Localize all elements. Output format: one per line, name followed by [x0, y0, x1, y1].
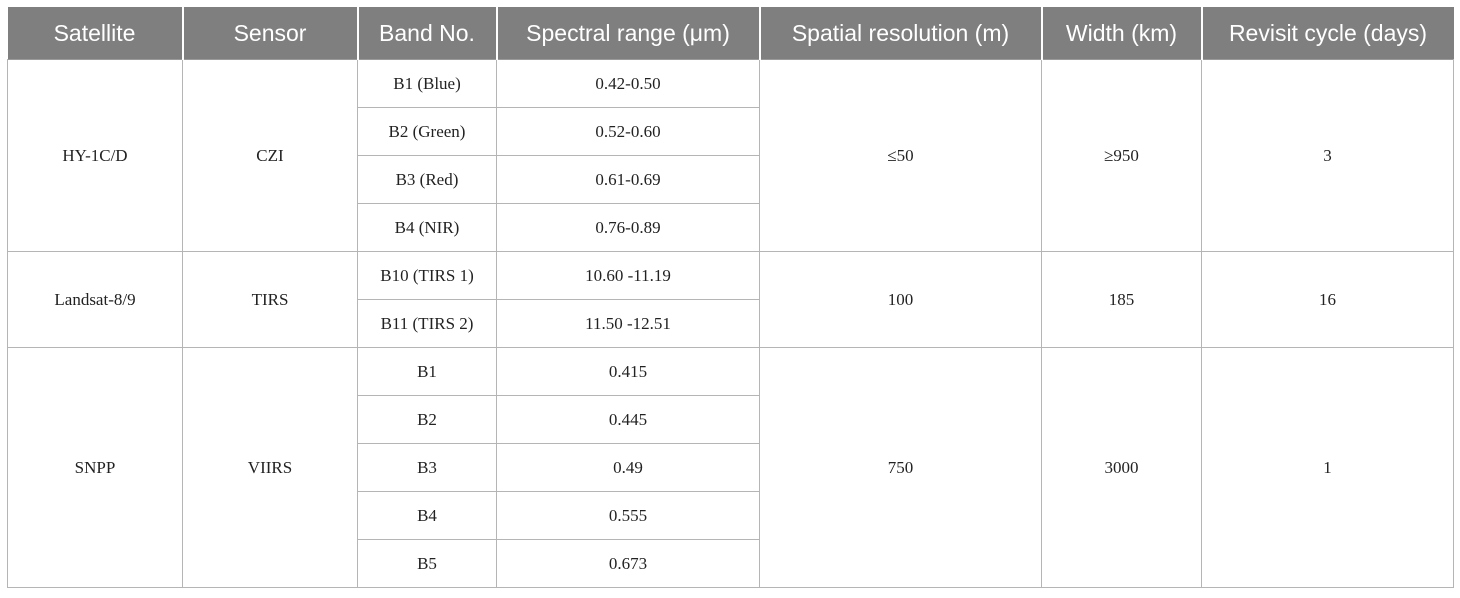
cell-sensor: TIRS	[182, 251, 358, 348]
table-row: Landsat-8/9 TIRS B10 (TIRS 1) 10.60 -11.…	[7, 251, 1454, 348]
cell-revisit-cycle: 16	[1201, 251, 1454, 348]
header-row: Satellite Sensor Band No. Spectral range…	[7, 7, 1454, 60]
cell-revisit-cycle: 1	[1201, 347, 1454, 588]
cell-width: ≥950	[1041, 59, 1202, 252]
cell-band: B2	[357, 395, 497, 444]
table-row: B3 (Red) 0.61-0.69	[8, 155, 1454, 204]
table-row: B2 0.445	[8, 395, 1454, 444]
cell-spectral-range: 10.60 -11.19	[496, 251, 760, 300]
cell-band: B5	[357, 539, 497, 588]
table-row: B4 0.555	[8, 491, 1454, 540]
cell-spatial-resolution: 100	[759, 251, 1042, 348]
cell-revisit-cycle: 3	[1201, 59, 1454, 252]
cell-spectral-range: 11.50 -12.51	[496, 299, 760, 348]
cell-spectral-range: 0.76-0.89	[496, 203, 760, 252]
header-sensor: Sensor	[182, 7, 359, 60]
table-row: B3 0.49	[8, 443, 1454, 492]
cell-satellite: HY-1C/D	[7, 59, 183, 252]
cell-spectral-range: 0.52-0.60	[496, 107, 760, 156]
cell-spectral-range: 0.49	[496, 443, 760, 492]
table-body: HY-1C/D CZI B1 (Blue) 0.42-0.50 ≤50 ≥950…	[7, 59, 1454, 588]
table-row: SNPP VIIRS B1 0.415 750 3000 1	[7, 347, 1454, 588]
cell-band: B11 (TIRS 2)	[357, 299, 497, 348]
cell-spectral-range: 0.61-0.69	[496, 155, 760, 204]
cell-width: 185	[1041, 251, 1202, 348]
cell-spectral-range: 0.673	[496, 539, 760, 588]
header-satellite: Satellite	[7, 7, 184, 60]
cell-band: B10 (TIRS 1)	[357, 251, 497, 300]
header-width: Width (km)	[1041, 7, 1203, 60]
cell-band: B1 (Blue)	[357, 59, 497, 108]
cell-sensor: VIIRS	[182, 347, 358, 588]
cell-sensor: CZI	[182, 59, 358, 252]
cell-spectral-range: 0.445	[496, 395, 760, 444]
cell-satellite: SNPP	[7, 347, 183, 588]
cell-band: B2 (Green)	[357, 107, 497, 156]
cell-satellite: Landsat-8/9	[7, 251, 183, 348]
cell-spatial-resolution: ≤50	[759, 59, 1042, 252]
header-revisit-cycle: Revisit cycle (days)	[1201, 7, 1454, 60]
cell-spectral-range: 0.415	[496, 347, 760, 396]
cell-band: B1	[357, 347, 497, 396]
cell-band: B4	[357, 491, 497, 540]
cell-spectral-range: 0.555	[496, 491, 760, 540]
satellite-sensor-table: Satellite Sensor Band No. Spectral range…	[7, 7, 1454, 588]
header-spectral-range: Spectral range (μm)	[496, 7, 761, 60]
table-row: HY-1C/D CZI B1 (Blue) 0.42-0.50 ≤50 ≥950…	[7, 59, 1454, 252]
table-header: Satellite Sensor Band No. Spectral range…	[7, 7, 1454, 60]
table-row: B11 (TIRS 2) 11.50 -12.51	[8, 299, 1454, 348]
cell-band: B4 (NIR)	[357, 203, 497, 252]
cell-band: B3	[357, 443, 497, 492]
table-row: B4 (NIR) 0.76-0.89	[8, 203, 1454, 252]
cell-width: 3000	[1041, 347, 1202, 588]
cell-spectral-range: 0.42-0.50	[496, 59, 760, 108]
header-band-no: Band No.	[357, 7, 498, 60]
table-row: B2 (Green) 0.52-0.60	[8, 107, 1454, 156]
cell-spatial-resolution: 750	[759, 347, 1042, 588]
header-spatial-resolution: Spatial resolution (m)	[759, 7, 1043, 60]
cell-band: B3 (Red)	[357, 155, 497, 204]
table-row: B5 0.673	[8, 539, 1454, 588]
